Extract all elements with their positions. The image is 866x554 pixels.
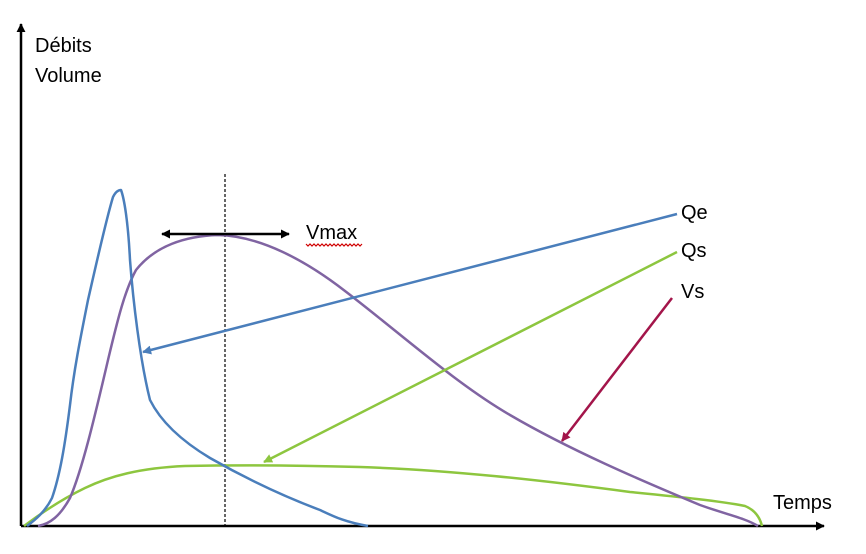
vs-label: Vs — [681, 281, 704, 303]
x-axis-label: Temps — [773, 492, 832, 514]
qs-curve — [23, 464, 764, 528]
vmax-label: Vmax — [306, 222, 357, 244]
qe-label: Qe — [681, 202, 708, 224]
qe-curve — [26, 188, 369, 528]
vs-curve — [37, 233, 759, 528]
y-axis-label-debits: Débits — [35, 35, 92, 57]
y-axis-label-volume: Volume — [35, 65, 102, 87]
qs-pointer-arrow — [263, 250, 678, 464]
qe-pointer-arrow — [142, 212, 678, 355]
vs-pointer-arrow — [561, 297, 673, 442]
vmax-spellcheck-underline — [305, 243, 363, 247]
qs-label: Qs — [681, 240, 707, 262]
